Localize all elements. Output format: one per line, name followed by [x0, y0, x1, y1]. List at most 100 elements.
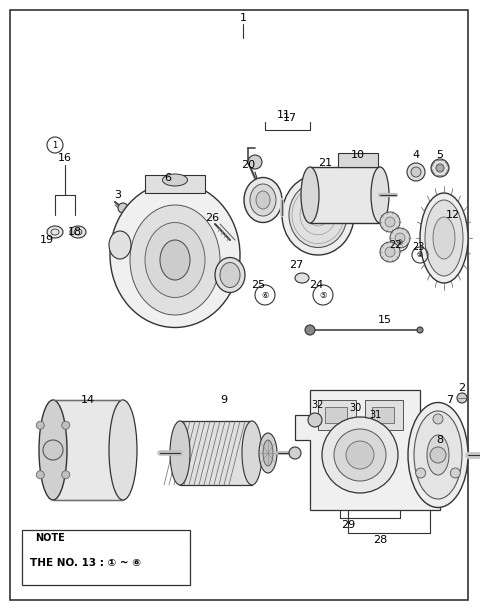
- Text: NOTE: NOTE: [35, 533, 65, 543]
- Circle shape: [450, 468, 460, 478]
- Text: 24: 24: [309, 280, 323, 290]
- Circle shape: [385, 247, 395, 257]
- Text: 4: 4: [412, 150, 420, 160]
- Circle shape: [43, 440, 63, 460]
- Ellipse shape: [420, 193, 468, 283]
- Circle shape: [411, 167, 421, 177]
- Ellipse shape: [160, 240, 190, 280]
- Ellipse shape: [282, 175, 354, 255]
- Circle shape: [433, 414, 443, 424]
- Bar: [53, 400, 123, 500]
- Circle shape: [436, 164, 444, 172]
- Ellipse shape: [215, 257, 245, 293]
- Text: 20: 20: [241, 160, 255, 170]
- Text: 14: 14: [81, 395, 95, 405]
- Ellipse shape: [109, 231, 131, 259]
- Text: ⑥: ⑥: [261, 290, 269, 299]
- Polygon shape: [295, 390, 440, 510]
- Ellipse shape: [301, 167, 319, 223]
- Circle shape: [380, 242, 400, 262]
- Bar: [338, 153, 378, 167]
- Circle shape: [62, 421, 70, 430]
- Text: 17: 17: [283, 113, 297, 123]
- Circle shape: [395, 233, 405, 243]
- Circle shape: [380, 212, 400, 232]
- Ellipse shape: [130, 205, 220, 315]
- Circle shape: [305, 325, 315, 335]
- Circle shape: [416, 468, 426, 478]
- Text: 6: 6: [165, 173, 171, 183]
- Text: 27: 27: [289, 260, 303, 270]
- Circle shape: [308, 413, 322, 427]
- Text: 30: 30: [349, 403, 361, 413]
- Bar: [365, 400, 403, 430]
- Ellipse shape: [295, 273, 309, 283]
- Text: 28: 28: [373, 535, 387, 545]
- Circle shape: [118, 203, 128, 213]
- Ellipse shape: [170, 421, 190, 485]
- Ellipse shape: [244, 178, 282, 222]
- Text: 22: 22: [389, 240, 401, 250]
- Ellipse shape: [263, 440, 273, 466]
- Text: 29: 29: [341, 520, 355, 530]
- Ellipse shape: [371, 167, 389, 223]
- Bar: [180, 421, 252, 485]
- Ellipse shape: [220, 263, 240, 288]
- Text: ③: ③: [397, 240, 403, 246]
- Circle shape: [430, 447, 446, 463]
- Circle shape: [36, 421, 44, 430]
- Text: 31: 31: [369, 410, 381, 420]
- Bar: [310, 167, 380, 223]
- Circle shape: [390, 228, 410, 248]
- Text: 3: 3: [115, 190, 121, 200]
- Text: 7: 7: [446, 395, 454, 405]
- Text: 8: 8: [436, 435, 444, 445]
- Circle shape: [36, 470, 44, 479]
- Circle shape: [457, 393, 467, 403]
- Text: 16: 16: [58, 153, 72, 163]
- Ellipse shape: [250, 184, 276, 216]
- Circle shape: [346, 441, 374, 469]
- Ellipse shape: [408, 403, 468, 508]
- Ellipse shape: [242, 421, 262, 485]
- Text: 32: 32: [312, 400, 324, 410]
- Bar: [325, 407, 347, 423]
- Text: 11: 11: [277, 110, 291, 120]
- Circle shape: [407, 163, 425, 181]
- Ellipse shape: [145, 222, 205, 298]
- Circle shape: [334, 429, 386, 481]
- Ellipse shape: [425, 200, 463, 276]
- Ellipse shape: [39, 400, 67, 500]
- Circle shape: [62, 470, 70, 479]
- Text: 15: 15: [378, 315, 392, 325]
- Text: 1: 1: [240, 13, 247, 23]
- Bar: [372, 407, 394, 423]
- Text: 21: 21: [318, 158, 332, 168]
- Text: 18: 18: [68, 227, 82, 237]
- Circle shape: [289, 447, 301, 459]
- Text: ⑤: ⑤: [319, 290, 327, 299]
- Text: 10: 10: [351, 150, 365, 160]
- Ellipse shape: [427, 435, 449, 475]
- Text: 9: 9: [220, 395, 228, 405]
- Ellipse shape: [256, 191, 270, 209]
- Circle shape: [322, 417, 398, 493]
- Circle shape: [248, 155, 262, 169]
- Text: 2: 2: [458, 383, 466, 393]
- Bar: [318, 400, 356, 430]
- Text: THE NO. 13 : ① ~ ⑥: THE NO. 13 : ① ~ ⑥: [30, 558, 141, 568]
- Bar: [22, 530, 190, 585]
- Ellipse shape: [163, 174, 188, 186]
- Bar: [145, 175, 205, 193]
- Circle shape: [385, 217, 395, 227]
- Text: 26: 26: [205, 213, 219, 223]
- Ellipse shape: [289, 183, 347, 247]
- Circle shape: [417, 327, 423, 333]
- Ellipse shape: [259, 433, 277, 473]
- Text: 5: 5: [436, 150, 444, 160]
- Text: 12: 12: [446, 210, 460, 220]
- Text: 23: 23: [412, 242, 424, 252]
- Text: 1: 1: [52, 141, 58, 150]
- Text: 19: 19: [40, 235, 54, 245]
- Ellipse shape: [109, 400, 137, 500]
